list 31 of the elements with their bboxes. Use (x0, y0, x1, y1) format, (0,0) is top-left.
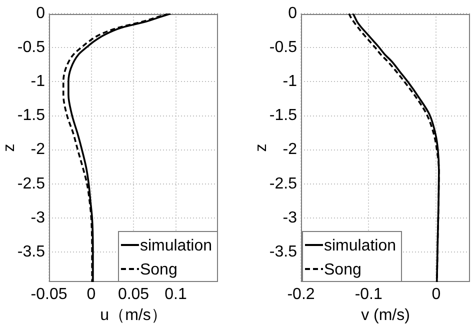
y-axis-title: z (1, 144, 18, 152)
legend-label: simulation (140, 237, 212, 254)
y-tick-label: -0.5 (17, 39, 46, 56)
legend-label: simulation (324, 237, 396, 254)
y-tick-label: -2 (30, 141, 46, 158)
y-tick-label: -3.5 (269, 243, 298, 260)
x-tick-label: -0.2 (287, 286, 315, 304)
y-tick-label: -2 (282, 141, 298, 158)
x-tick-label: -0.1 (354, 286, 382, 304)
x-axis-title: u（m/s） (100, 306, 167, 324)
x-tick-label: 0 (86, 286, 96, 304)
y-tick-label: -0.5 (269, 39, 298, 56)
y-tick-label: -3.5 (17, 243, 46, 260)
x-tick-label: 0.1 (164, 286, 187, 304)
legend-label: Song (324, 261, 362, 278)
x-tick-label: 0 (432, 286, 441, 304)
y-tick-label: -2.5 (269, 175, 298, 192)
x-tick-label: -0.05 (30, 286, 68, 304)
y-tick-label: -1 (282, 73, 298, 90)
legend-label: Song (140, 261, 178, 278)
y-tick-label: -1 (30, 73, 46, 90)
y-tick-label: 0 (288, 5, 298, 22)
y-tick-label: -3 (282, 209, 298, 226)
y-tick-label: -3 (30, 209, 46, 226)
y-axis-title: z (253, 144, 270, 152)
x-tick-label: 0.05 (118, 286, 150, 304)
y-tick-label: 0 (36, 5, 46, 22)
y-tick-label: -1.5 (269, 107, 298, 124)
y-tick-label: -1.5 (17, 107, 46, 124)
x-axis-title: v (m/s) (361, 306, 410, 324)
y-tick-label: -2.5 (17, 175, 46, 192)
